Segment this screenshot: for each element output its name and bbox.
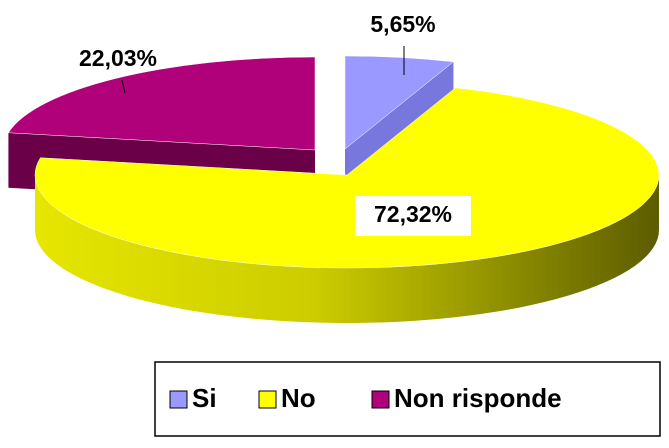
legend-label: Si: [192, 383, 217, 413]
pie: [7, 55, 660, 323]
data-label: 22,03%: [79, 45, 157, 71]
data-label: 5,65%: [370, 11, 435, 37]
legend: Si No Non risponde: [169, 383, 562, 413]
legend-label: Non risponde: [394, 383, 562, 413]
label-bg: [355, 196, 471, 236]
leader-line: [121, 79, 126, 94]
data-label: 72,32%: [374, 201, 452, 227]
legend-label: No: [281, 383, 316, 413]
slice-side: [35, 175, 659, 323]
labels: 5,65% 72,32% 22,03%: [79, 11, 471, 236]
legend-swatch: [169, 390, 188, 409]
slice: [7, 56, 316, 151]
legend-box: [154, 361, 661, 437]
slice: [344, 55, 455, 150]
slice: [34, 87, 660, 269]
legend-swatch: [258, 390, 277, 409]
legend-swatch: [371, 390, 390, 409]
